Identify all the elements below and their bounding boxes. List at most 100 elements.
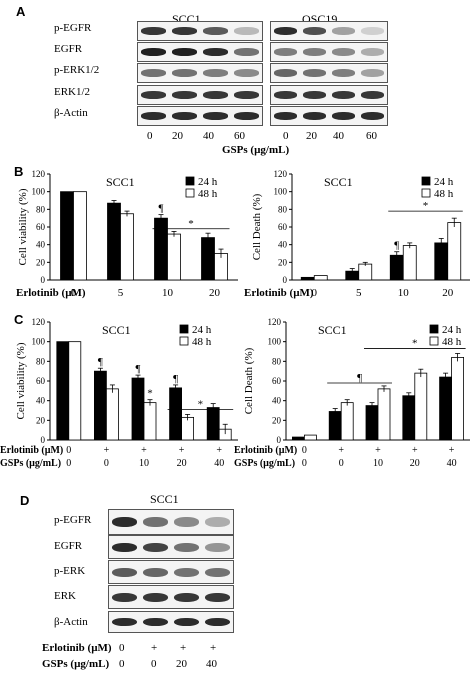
panel-d-erlotinib-lane-4: + [210,642,217,654]
blot-band [203,112,228,120]
blot-scc1-row [137,21,263,41]
legend-swatch [185,176,195,186]
panel-d-row-label: EGFR [54,540,83,552]
legend-label: 24 h [442,324,462,336]
y-axis-label: Cell Death (%) [251,193,263,260]
panel-a-dose-20-osc19: 20 [306,130,317,142]
x-tick-label: 10 [373,458,383,469]
panel-a-row-label: p-ERK1/2 [54,64,100,76]
blot-band [143,567,168,577]
panel-a-dose-60-osc19: 60 [366,130,377,142]
blot-band [234,48,259,56]
x-tick-label: + [104,445,110,456]
blot-osc19-row [270,106,388,126]
legend-label: 48 h [192,336,212,348]
blot-band [203,69,228,77]
x-tick-label: + [141,445,147,456]
chart-title: SCC1 [318,323,347,337]
y-tick-label: 120 [32,169,46,179]
blot-band [143,592,168,602]
x-row-label: Erlotinib (µM) [0,445,63,456]
blot-band [174,517,199,528]
panel-d-row-label: β-Actin [54,616,88,628]
bar [402,245,417,281]
panel-a-dose-40-osc19: 40 [333,130,344,142]
blot-band [203,27,228,35]
blot-band [203,91,228,99]
blot-band [360,91,385,99]
y-tick-label: 60 [36,222,46,232]
x-tick-label: 20 [410,458,420,469]
bar [414,372,428,441]
panel-d-row-label: p-ERK [54,565,86,577]
y-tick-label: 20 [272,415,282,425]
blot-band [302,69,327,77]
x-tick-label: + [179,445,185,456]
panel-d-row-label: p-EGFR [54,514,92,526]
blot-band [112,517,137,528]
blot-band [174,542,199,552]
bar [206,407,220,441]
bar [358,263,373,281]
y-tick-label: 100 [274,187,288,197]
panel-a-row-label: EGFR [54,43,83,55]
blot-band [205,592,230,602]
legend-label: 48 h [442,336,462,348]
significance-marker: ¶ [173,373,178,385]
x-tick-label: + [338,445,344,456]
blot-band [273,69,298,77]
legend-swatch [429,324,439,334]
y-tick-label: 40 [272,396,282,406]
blot-band [331,48,356,56]
bar [56,341,70,441]
x-tick-label: 0 [302,445,307,456]
blot-osc19-row [270,42,388,62]
blot-band [174,592,199,602]
blot-band [205,517,230,528]
y-axis-label: Cell viability (%) [15,342,27,419]
panel-a-xlabel: GSPs (µg/mL) [222,144,290,156]
y-tick-label: 60 [36,376,46,386]
y-tick-label: 20 [36,415,46,425]
blot-band [360,69,385,77]
bar [402,395,416,441]
panel-d-row-label: ERK [54,590,76,602]
x-tick-label: 0 [312,287,318,299]
panel-d-erlotinib-lane-3: + [180,642,187,654]
y-tick-label: 100 [268,337,282,347]
blot-band [172,69,197,77]
panel-a-dose-60-scc1: 60 [234,130,245,142]
blot-band [234,112,259,120]
y-axis-label: Cell viability (%) [17,188,29,265]
panel-letter-d: D [20,493,30,508]
blot-band [141,69,166,77]
blot-osc19-row [270,85,388,105]
blot-band [112,542,137,552]
blot-band [360,27,385,35]
x-tick-label: 10 [398,287,410,299]
blot-band [143,517,168,528]
blot-band [172,48,197,56]
panel-a-dose-0-scc1: 0 [147,130,153,142]
blot-band [143,618,168,627]
y-tick-label: 80 [36,204,46,214]
chart-title: SCC1 [106,175,135,189]
y-tick-label: 100 [32,337,46,347]
panel-d-gsps-lane-3: 20 [176,658,187,670]
blot-osc19-row [270,21,388,41]
x-row-label: Erlotinib (µM) [234,445,297,456]
bar [300,276,315,281]
x-row-label: GSPs (µg/mL) [0,458,61,469]
y-tick-label: 120 [32,317,46,327]
y-tick-label: 0 [41,435,46,445]
y-tick-label: 80 [278,204,288,214]
y-tick-label: 80 [272,356,282,366]
bar [143,402,157,441]
y-tick-label: 0 [277,435,282,445]
legend-label: 48 h [198,188,218,200]
y-tick-label: 40 [36,240,46,250]
x-tick-label: 20 [442,287,454,299]
